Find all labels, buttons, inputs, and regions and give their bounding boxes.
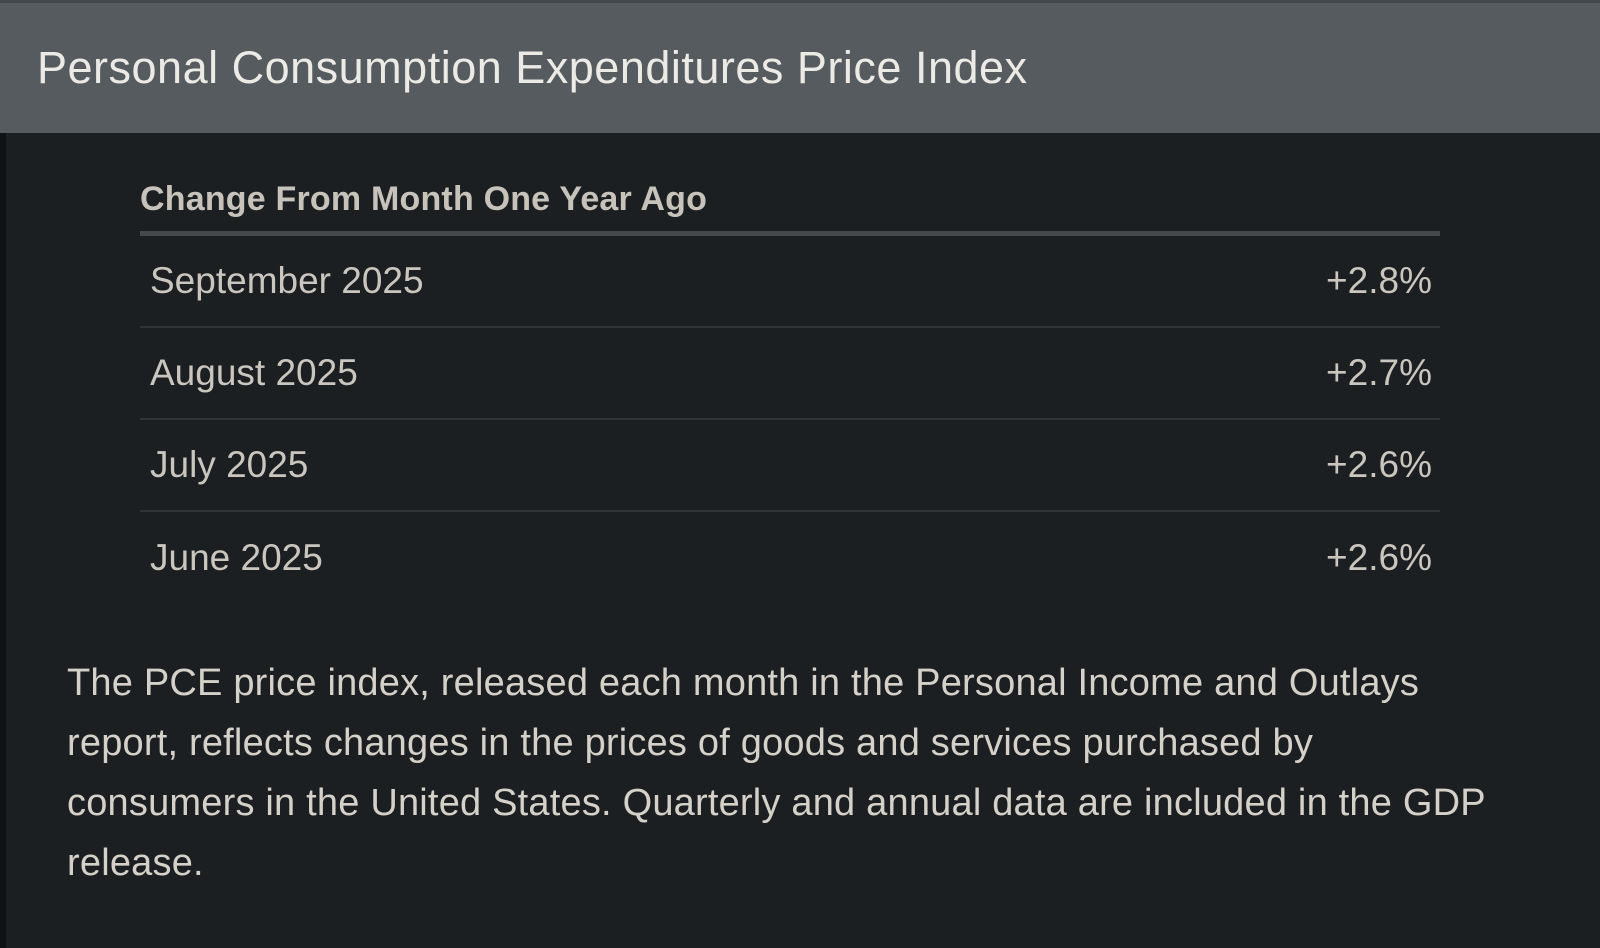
section-heading: Change From Month One Year Ago (140, 180, 708, 218)
content-panel: Change From Month One Year Ago September… (6, 133, 1600, 948)
app-header: Personal Consumption Expenditures Price … (0, 0, 1600, 133)
row-change-value: +2.7% (1326, 352, 1432, 393)
table-row: September 2025 +2.8% (140, 236, 1440, 328)
row-month-label: September 2025 (150, 260, 424, 301)
row-month-label: June 2025 (150, 537, 323, 578)
row-month-label: August 2025 (150, 352, 358, 393)
table-row: August 2025 +2.7% (140, 328, 1440, 420)
page-title: Personal Consumption Expenditures Price … (37, 42, 1028, 93)
heading-rule (140, 231, 1440, 236)
table-row: June 2025 +2.6% (140, 512, 1440, 604)
change-table: Change From Month One Year Ago September… (140, 180, 1440, 604)
table-row: July 2025 +2.6% (140, 420, 1440, 512)
pce-description-text: The PCE price index, released each month… (67, 662, 1486, 884)
row-change-value: +2.6% (1326, 537, 1432, 578)
row-change-value: +2.6% (1326, 444, 1432, 485)
row-month-label: July 2025 (150, 444, 309, 485)
row-change-value: +2.8% (1326, 260, 1432, 301)
